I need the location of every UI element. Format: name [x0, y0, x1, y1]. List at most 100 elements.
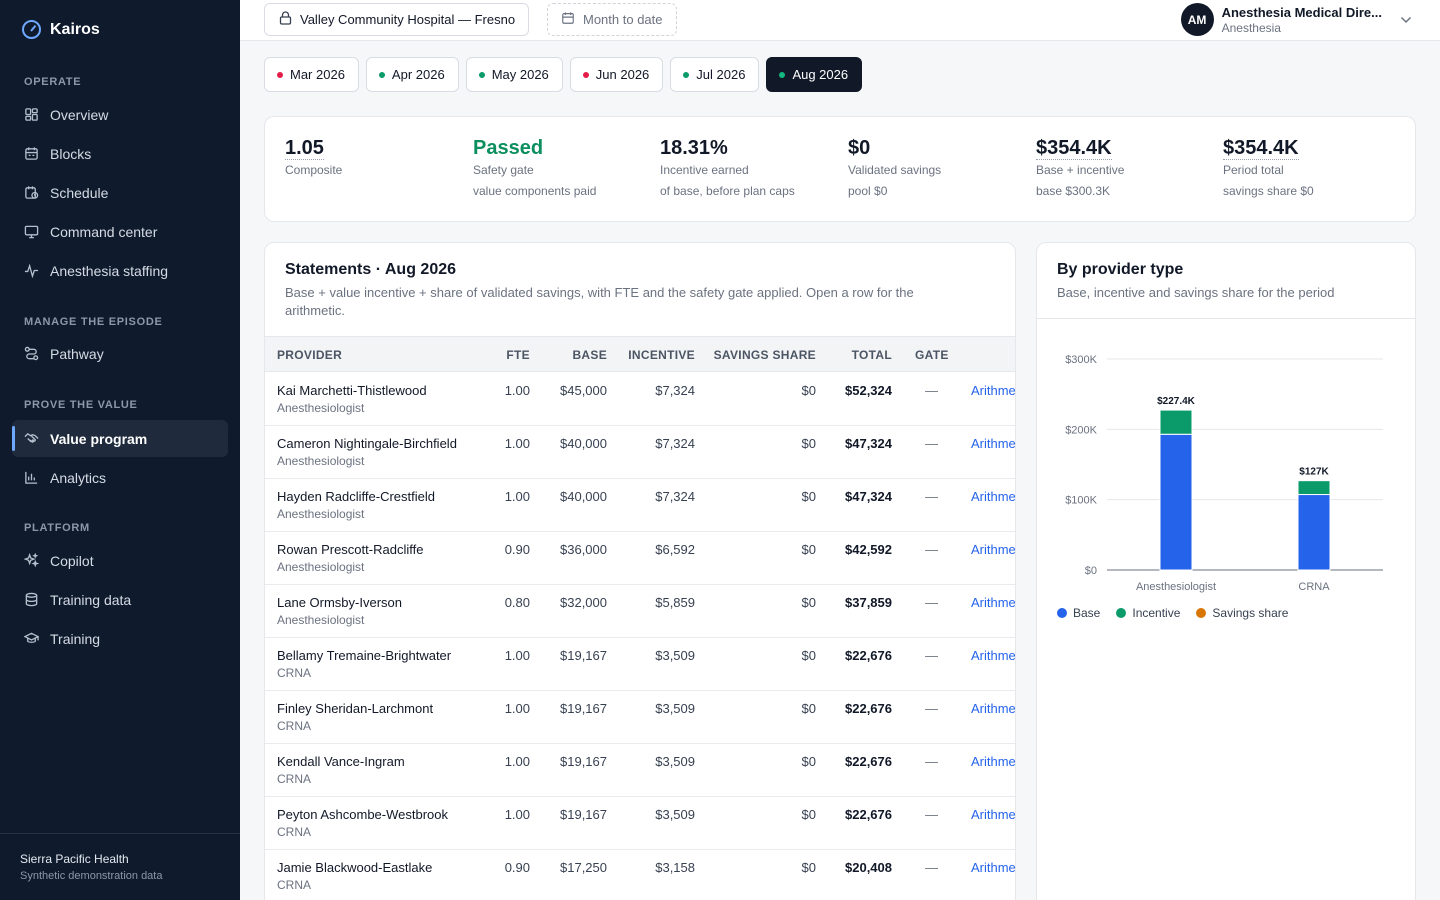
period-label: Jul 2026 — [696, 67, 746, 82]
table-row[interactable]: Finley Sheridan-Larchmont CRNA 1.00 $19,167… — [265, 691, 1016, 744]
provider-role: Anesthesiologist — [277, 454, 365, 468]
y-tick-label: $200K — [1065, 424, 1097, 436]
sidebar-item-training[interactable]: Training — [12, 620, 228, 657]
table-row[interactable]: Kai Marchetti-Thistlewood Anesthesiologis… — [265, 373, 1016, 426]
table-row[interactable]: Lane Ormsby-Iverson Anesthesiologist 0.80 $… — [265, 585, 1016, 638]
incentive-value: $7,324 — [655, 436, 695, 451]
sidebar-item-label: Pathway — [50, 345, 104, 362]
table-row[interactable]: Rowan Prescott-Radcliffe Anesthesiologist… — [265, 532, 1016, 585]
metric-label: Safety gate — [473, 163, 534, 177]
period-tab-may-2026[interactable]: May 2026 — [465, 57, 563, 92]
metric-label: Validated savings — [848, 163, 942, 177]
status-dot — [277, 71, 283, 78]
savings-share-value: $0 — [801, 807, 816, 822]
table-row[interactable]: Peyton Ashcombe-Westbrook CRNA 1.00 $19,167… — [265, 797, 1016, 850]
provider-role: CRNA — [277, 719, 312, 733]
sidebar-item-command-center[interactable]: Command center — [12, 213, 228, 250]
period-tab-apr-2026[interactable]: Apr 2026 — [365, 57, 459, 92]
gate-value: — — [925, 807, 938, 822]
table-row[interactable]: Cameron Nightingale-Birchfield Anesthesio… — [265, 426, 1016, 479]
incentive-value: $3,509 — [655, 701, 695, 716]
column-header[interactable]: TOTAL — [851, 348, 892, 362]
arithmetic-link[interactable]: Arithmetic — [971, 807, 1016, 822]
brand[interactable]: Kairos — [22, 20, 100, 39]
sidebar-item-pathway[interactable]: Pathway — [12, 335, 228, 372]
sidebar-item-overview[interactable]: Overview — [12, 96, 228, 133]
fte-value: 1.00 — [504, 648, 530, 663]
base-value: $40,000 — [560, 436, 607, 451]
metric-base-incentive: $354.4K Base + incentive base $300.3K — [1036, 137, 1124, 198]
gate-value: — — [925, 489, 938, 504]
chart-title: By provider type — [1057, 261, 1184, 278]
column-header[interactable]: BASE — [572, 348, 607, 362]
period-tab-jun-2026[interactable]: Jun 2026 — [569, 57, 664, 92]
total-value: $20,408 — [845, 860, 892, 875]
user-menu[interactable]: AM Anesthesia Medical Dire... Anesthesia — [1180, 3, 1412, 36]
arithmetic-link[interactable]: Arithmetic — [971, 860, 1016, 875]
database-icon — [24, 592, 39, 607]
metric-value: $354.4K — [1036, 137, 1112, 160]
savings-share-value: $0 — [801, 595, 816, 610]
status-dot — [582, 71, 589, 78]
facility-selector[interactable]: Valley Community Hospital — Fresno — [264, 3, 530, 36]
brand-name: Kairos — [50, 20, 100, 38]
table-row[interactable]: Hayden Radcliffe-Crestfield Anesthesiolog… — [265, 479, 1016, 532]
lock-icon — [279, 11, 292, 28]
fte-value: 1.00 — [504, 489, 530, 504]
chart-subtitle: Base, incentive and savings share for th… — [1057, 285, 1335, 300]
legend-label: Base — [1073, 606, 1101, 620]
date-range-selector[interactable]: Month to date — [547, 3, 677, 36]
gate-value: — — [925, 754, 938, 769]
gate-value: — — [925, 383, 938, 398]
period-tab-aug-2026[interactable]: Aug 2026 — [766, 57, 863, 92]
column-header[interactable]: SAVINGS SHARE — [713, 348, 816, 362]
arithmetic-link[interactable]: Arithmetic — [971, 383, 1016, 398]
gate-value: — — [925, 701, 938, 716]
x-tick-label: Anesthesiologist — [1136, 581, 1216, 593]
legend-item: Savings share — [1196, 606, 1288, 620]
sidebar-item-blocks[interactable]: Blocks — [12, 135, 228, 172]
sidebar-item-anesthesia-staffing[interactable]: Anesthesia staffing — [12, 252, 228, 289]
nav-section-manage: MANAGE THE EPISODE — [24, 316, 163, 328]
sidebar-item-label: Command center — [50, 223, 158, 240]
table-header: PROVIDER FTE BASE INCENTIVE SAVINGS SHAR… — [265, 336, 1015, 372]
x-tick-label: CRNA — [1298, 581, 1330, 593]
sidebar-item-copilot[interactable]: Copilot — [12, 542, 228, 579]
sidebar-item-training-data[interactable]: Training data — [12, 581, 228, 618]
period-tab-mar-2026[interactable]: Mar 2026 — [264, 57, 359, 92]
legend-label: Savings share — [1212, 606, 1289, 620]
status-dot — [478, 71, 485, 78]
fte-value: 1.00 — [504, 436, 530, 451]
column-header[interactable]: GATE — [915, 348, 949, 362]
nav-section-prove: PROVE THE VALUE — [24, 399, 138, 411]
logo-icon — [22, 20, 41, 39]
total-value: $47,324 — [845, 489, 892, 504]
sidebar-item-schedule[interactable]: Schedule — [12, 174, 228, 211]
arithmetic-link[interactable]: Arithmetic — [971, 489, 1016, 504]
savings-share-value: $0 — [801, 489, 816, 504]
table-row[interactable]: Jamie Blackwood-Eastlake CRNA 0.90 $17,250 $… — [265, 850, 1016, 900]
arithmetic-link[interactable]: Arithmetic — [971, 436, 1016, 451]
arithmetic-link[interactable]: Arithmetic — [971, 595, 1016, 610]
arithmetic-link[interactable]: Arithmetic — [971, 542, 1016, 557]
column-header[interactable]: INCENTIVE — [628, 348, 695, 362]
table-row[interactable]: Kendall Vance-Ingram CRNA 1.00 $19,167 $3,50… — [265, 744, 1016, 797]
sidebar-item-analytics[interactable]: Analytics — [12, 459, 228, 496]
status-dot — [779, 71, 786, 78]
table-row[interactable]: Bellamy Tremaine-Brightwater CRNA 1.00 $19,… — [265, 638, 1016, 691]
graduation-cap-icon — [24, 631, 39, 646]
metric-safety-gate: Passed Safety gate value components paid — [473, 137, 596, 198]
savings-share-value: $0 — [801, 542, 816, 557]
gate-value: — — [925, 436, 938, 451]
arithmetic-link[interactable]: Arithmetic — [971, 754, 1016, 769]
arithmetic-link[interactable]: Arithmetic — [971, 648, 1016, 663]
metric-label: Period total — [1223, 163, 1284, 177]
base-value: $40,000 — [560, 489, 607, 504]
sidebar-item-value-program[interactable]: Value program — [12, 420, 228, 457]
period-tab-jul-2026[interactable]: Jul 2026 — [670, 57, 760, 92]
incentive-value: $3,509 — [655, 807, 695, 822]
column-header[interactable]: PROVIDER — [277, 348, 343, 362]
column-header[interactable]: FTE — [506, 348, 530, 362]
arithmetic-link[interactable]: Arithmetic — [971, 701, 1016, 716]
provider-name: Cameron Nightingale-Birchfield — [277, 436, 457, 451]
